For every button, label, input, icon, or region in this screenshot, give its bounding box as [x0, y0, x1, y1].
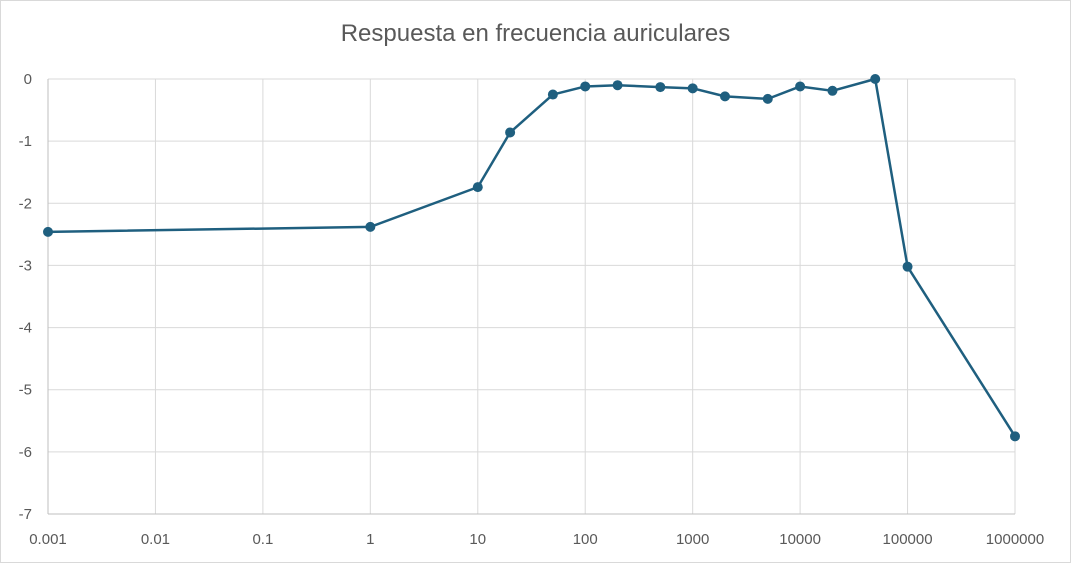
y-tick-label: -1	[19, 133, 32, 150]
x-tick-label: 0.1	[252, 531, 273, 548]
data-point	[827, 85, 838, 96]
x-tick-label: 1000000	[986, 531, 1044, 548]
y-tick-label: -3	[19, 257, 32, 274]
y-tick-label: -5	[19, 382, 32, 399]
data-point	[687, 83, 698, 94]
chart-title: Respuesta en frecuencia auriculares	[340, 20, 731, 47]
x-tick-label: 1000	[676, 531, 709, 548]
data-point	[612, 80, 623, 91]
x-tick-label: 10	[469, 531, 486, 548]
data-point	[902, 261, 913, 272]
data-point	[365, 221, 376, 232]
x-tick-label: 100	[573, 531, 598, 548]
x-tick-label: 1	[366, 531, 374, 548]
x-tick-label: 10000	[779, 531, 821, 548]
x-tick-label: 0.001	[29, 531, 67, 548]
y-tick-label: -7	[19, 506, 32, 523]
data-point	[505, 127, 516, 138]
series-line	[47, 77, 1017, 437]
data-point	[795, 81, 806, 92]
data-point	[580, 81, 591, 92]
data-point	[1010, 431, 1020, 442]
x-tick-label: 0.01	[141, 531, 170, 548]
data-point	[762, 93, 773, 104]
tick-label-layer: 0.001 0.01 0.1 1 10 100 1000 10000 100000 1000000…	[19, 71, 1045, 548]
data-point	[655, 82, 666, 93]
data-point	[870, 74, 881, 84]
y-tick-label: 0	[24, 71, 32, 88]
axis-layer	[47, 79, 1015, 515]
y-tick-label: -2	[19, 195, 32, 212]
data-point	[472, 182, 483, 193]
x-tick-label: 100000	[883, 531, 933, 548]
series-layer	[43, 74, 1020, 442]
data-point	[43, 226, 53, 237]
y-tick-label: -6	[19, 444, 32, 461]
data-point	[720, 91, 731, 102]
data-point	[547, 89, 558, 100]
grid-layer	[48, 78, 1016, 514]
y-tick-label: -4	[19, 320, 32, 337]
